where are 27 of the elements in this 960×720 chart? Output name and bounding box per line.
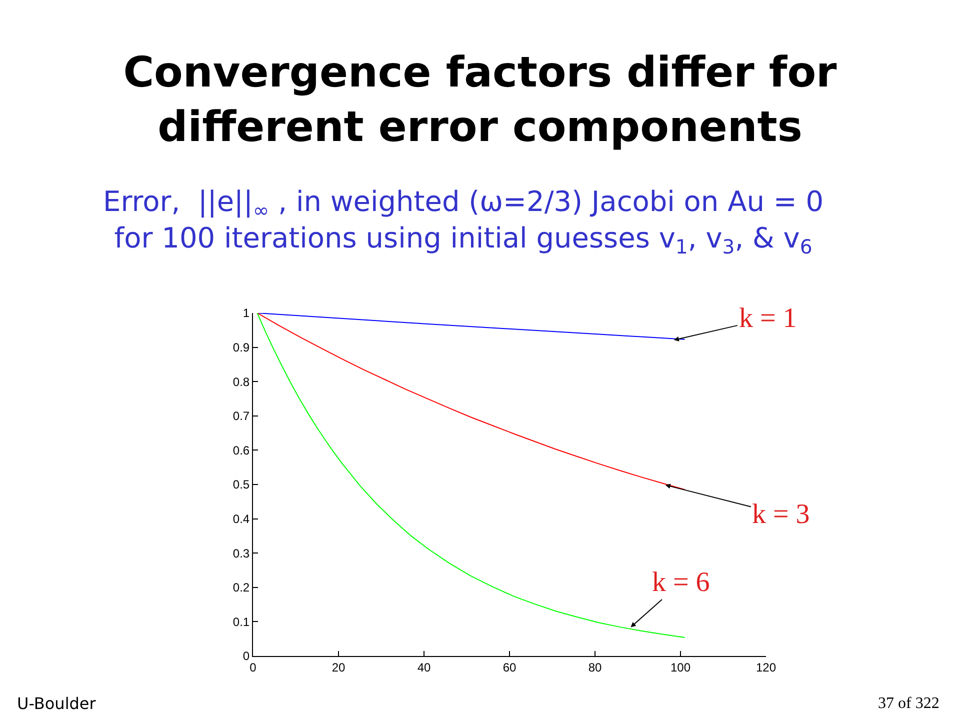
y-tick-label: 0 bbox=[242, 649, 250, 664]
text: U-Boulder bbox=[17, 694, 96, 713]
x-tick-label: 40 bbox=[417, 660, 431, 674]
y-tick-label: 1 bbox=[242, 306, 250, 320]
line-series bbox=[256, 313, 686, 638]
y-tick-label: 0.2 bbox=[232, 580, 250, 595]
line-series bbox=[256, 313, 686, 340]
x-tick-label: 20 bbox=[332, 660, 346, 674]
y-tick-label: 0.8 bbox=[232, 374, 250, 389]
y-tick-label: 0.6 bbox=[232, 443, 250, 458]
text: Error, ||e||$_{∞}$ , in weighted (ω=2/3) Jacobi on Au = 0 for 100 iterations using initial guesses v$_{1}$, v$_{3}$, & v$_{6}$ bbox=[103, 185, 824, 258]
annotation: k = 3 bbox=[752, 499, 810, 530]
x-tick-label: 100 bbox=[670, 660, 691, 674]
annotation: k = 1 bbox=[739, 303, 797, 334]
y-tick-label: 0.7 bbox=[232, 409, 250, 424]
y-tick-label: 0.3 bbox=[232, 546, 250, 560]
y-tick-label: 0.4 bbox=[232, 512, 250, 526]
y-tick-label: 0.1 bbox=[232, 614, 250, 629]
x-tick-label: 80 bbox=[588, 660, 602, 674]
y-tick-label: 0.5 bbox=[232, 478, 250, 492]
x-tick-label: 60 bbox=[502, 660, 516, 674]
text: 37 of 322 bbox=[878, 695, 940, 712]
line-series bbox=[256, 313, 686, 490]
chart-title: Convergence factors differ for different error components bbox=[123, 47, 838, 151]
y-tick-label: 0.9 bbox=[232, 340, 250, 354]
x-tick-label: 120 bbox=[756, 660, 776, 674]
annotation: k = 6 bbox=[652, 567, 710, 598]
